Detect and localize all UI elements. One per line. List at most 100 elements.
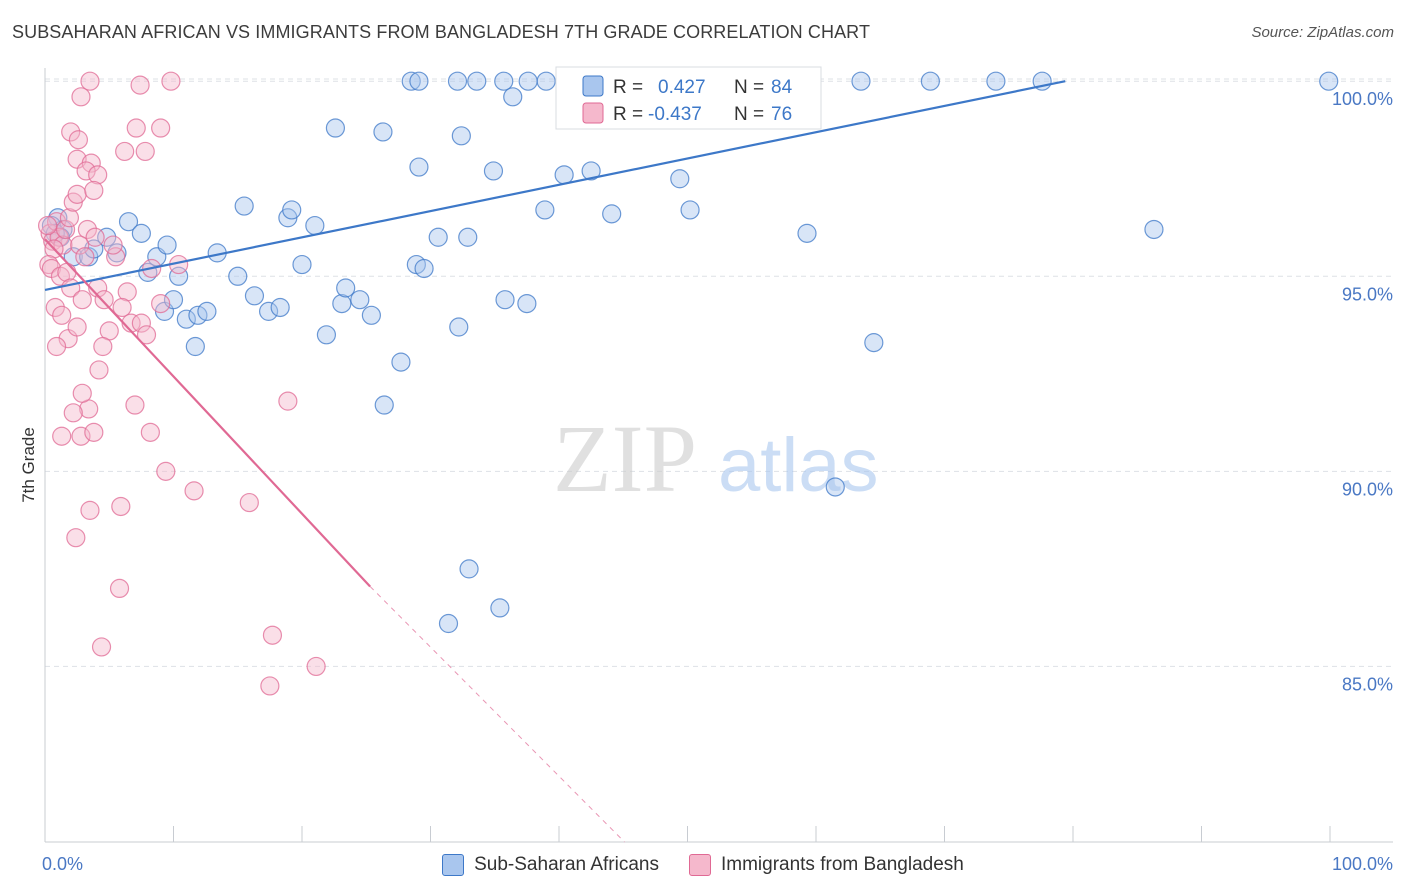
point-sub-saharan-africans	[118, 212, 139, 232]
legend-blue-n-label: N =	[734, 77, 764, 98]
point-immigrants-from-bangladesh	[93, 336, 113, 357]
legend-bottom: Sub-Saharan Africans Immigrants from Ban…	[0, 852, 1406, 878]
point-immigrants-from-bangladesh	[94, 290, 114, 310]
point-immigrants-from-bangladesh	[55, 219, 76, 240]
point-sub-saharan-africans	[451, 126, 471, 146]
point-sub-saharan-africans	[391, 352, 411, 372]
point-sub-saharan-africans	[282, 200, 302, 220]
legend-blue-r-label: R =	[613, 77, 643, 98]
point-immigrants-from-bangladesh	[57, 262, 77, 282]
point-immigrants-from-bangladesh	[115, 141, 135, 162]
point-sub-saharan-africans	[517, 293, 537, 314]
point-immigrants-from-bangladesh	[156, 461, 176, 481]
point-sub-saharan-africans	[336, 278, 356, 298]
trend-line-sub-saharan-africans	[44, 80, 1066, 292]
point-immigrants-from-bangladesh	[125, 395, 145, 415]
legend-pink-n-label: N =	[734, 104, 764, 125]
series-immigrants-from-bangladesh	[37, 71, 326, 696]
legend-item-sub-saharan-africans: Sub-Saharan Africans	[442, 854, 659, 876]
point-sub-saharan-africans	[1144, 219, 1164, 240]
point-immigrants-from-bangladesh	[67, 184, 87, 204]
legend-top: R = 0.427 N = 84 R = -0.437 N = 76	[555, 66, 822, 130]
point-sub-saharan-africans	[483, 161, 504, 181]
point-immigrants-from-bangladesh	[70, 235, 90, 255]
legend-swatch-pink	[688, 854, 711, 876]
legend-blue-r-value: 0.427	[658, 77, 706, 98]
point-sub-saharan-africans	[401, 71, 421, 91]
point-immigrants-from-bangladesh	[140, 422, 160, 442]
point-sub-saharan-africans	[459, 559, 479, 579]
point-sub-saharan-africans	[185, 336, 205, 357]
y-tick-label: 100.0%	[1332, 89, 1393, 109]
point-sub-saharan-africans	[494, 71, 514, 91]
point-immigrants-from-bangladesh	[88, 165, 108, 185]
point-immigrants-from-bangladesh	[84, 422, 104, 442]
point-sub-saharan-africans	[292, 254, 312, 275]
point-sub-saharan-africans	[270, 297, 290, 318]
point-immigrants-from-bangladesh	[161, 71, 181, 91]
y-tick-label: 85.0%	[1342, 674, 1393, 694]
point-sub-saharan-africans	[490, 598, 510, 618]
point-immigrants-from-bangladesh	[67, 317, 87, 337]
point-sub-saharan-africans	[554, 165, 574, 185]
point-immigrants-from-bangladesh	[85, 227, 105, 247]
point-sub-saharan-africans	[602, 204, 622, 224]
point-immigrants-from-bangladesh	[151, 118, 171, 138]
point-sub-saharan-africans	[234, 196, 254, 216]
point-sub-saharan-africans	[409, 157, 429, 177]
point-immigrants-from-bangladesh	[76, 161, 96, 181]
point-immigrants-from-bangladesh	[135, 141, 155, 162]
point-sub-saharan-africans	[332, 293, 352, 314]
point-sub-saharan-africans	[864, 333, 884, 353]
point-sub-saharan-africans	[428, 227, 448, 247]
point-sub-saharan-africans	[350, 290, 370, 310]
watermark: ZIP atlas	[553, 405, 879, 512]
point-immigrants-from-bangladesh	[131, 313, 151, 333]
point-sub-saharan-africans	[467, 71, 487, 91]
trend-lines	[44, 80, 1066, 843]
legend-pink-r-label: R =	[613, 104, 643, 125]
point-immigrants-from-bangladesh	[112, 297, 132, 318]
point-sub-saharan-africans	[197, 301, 217, 321]
point-sub-saharan-africans	[409, 71, 429, 91]
point-immigrants-from-bangladesh	[75, 247, 95, 267]
legend-pink-swatch	[582, 102, 604, 124]
point-immigrants-from-bangladesh	[45, 297, 65, 318]
point-immigrants-from-bangladesh	[72, 383, 92, 403]
point-sub-saharan-africans	[163, 290, 184, 310]
legend-label-sub-saharan-africans: Sub-Saharan Africans	[474, 854, 659, 875]
point-immigrants-from-bangladesh	[278, 391, 298, 411]
point-immigrants-from-bangladesh	[260, 676, 280, 696]
point-immigrants-from-bangladesh	[71, 426, 91, 446]
point-sub-saharan-africans	[325, 118, 346, 138]
point-immigrants-from-bangladesh	[59, 208, 80, 228]
point-immigrants-from-bangladesh	[80, 71, 100, 91]
legend-blue-swatch	[582, 75, 604, 97]
legend-pink-n-value: 76	[771, 104, 792, 125]
y-axis-label: 7th Grade	[19, 427, 38, 503]
chart-title: SUBSAHARAN AFRICAN VS IMMIGRANTS FROM BA…	[12, 22, 871, 42]
point-sub-saharan-africans	[797, 223, 817, 243]
point-sub-saharan-africans	[1319, 71, 1339, 91]
point-immigrants-from-bangladesh	[184, 481, 204, 501]
point-immigrants-from-bangladesh	[151, 293, 171, 314]
point-sub-saharan-africans	[97, 227, 117, 247]
point-immigrants-from-bangladesh	[91, 637, 112, 657]
point-sub-saharan-africans	[305, 215, 325, 236]
series-sub-saharan-africans	[41, 71, 1339, 634]
point-sub-saharan-africans	[258, 301, 279, 321]
legend-blue-n-value: 84	[771, 77, 793, 98]
point-immigrants-from-bangladesh	[117, 282, 137, 302]
y-tick-label: 95.0%	[1342, 284, 1393, 304]
point-sub-saharan-africans	[373, 122, 393, 142]
point-immigrants-from-bangladesh	[68, 130, 89, 150]
point-sub-saharan-africans	[825, 477, 845, 497]
point-immigrants-from-bangladesh	[37, 215, 58, 236]
tick-labels: 85.0% 90.0% 95.0% 100.0% 0.0% 100.0%	[42, 89, 1393, 874]
trend-line-extension-immigrants-from-bangladesh	[369, 586, 625, 843]
legend-label-immigrants-from-bangladesh: Immigrants from Bangladesh	[720, 854, 964, 875]
point-sub-saharan-africans	[920, 71, 940, 91]
point-sub-saharan-africans	[157, 235, 177, 255]
point-immigrants-from-bangladesh	[306, 656, 326, 677]
